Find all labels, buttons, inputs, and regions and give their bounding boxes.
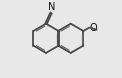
Text: N: N	[48, 2, 55, 12]
Text: O: O	[90, 23, 97, 33]
